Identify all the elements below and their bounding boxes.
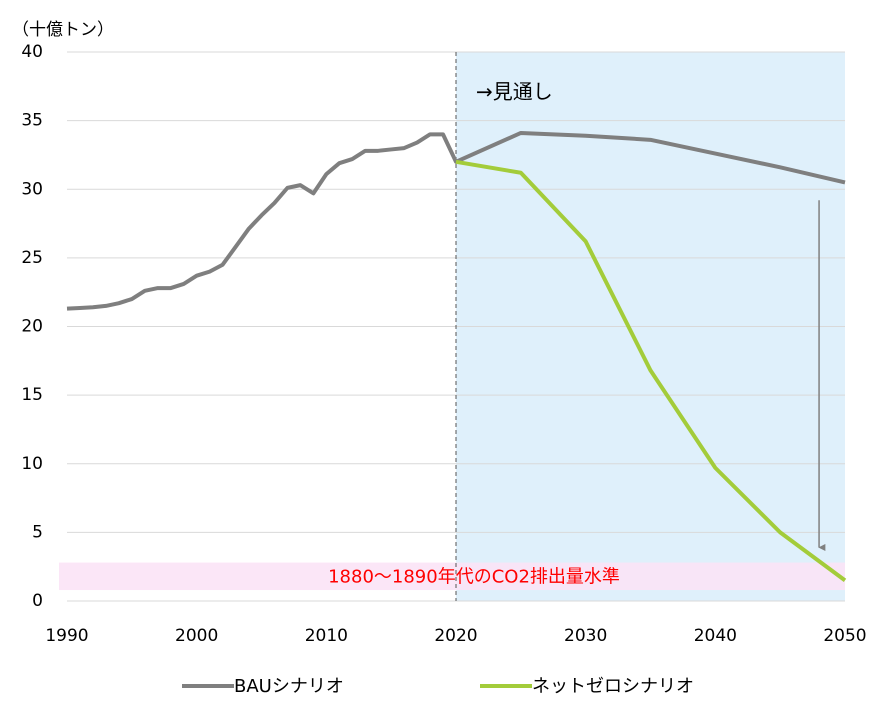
reference-band [59,562,845,591]
y-tick-label: 10 [21,454,43,474]
unit-label: （十億トン） [12,20,114,40]
y-tick-label: 25 [21,248,43,268]
x-tick-label: 1990 [45,626,88,646]
x-tick-label: 2020 [434,626,477,646]
forecast-label: →見通し [476,80,553,104]
legend-label: BAUシナリオ [234,676,344,697]
legend-label: ネットゼロシナリオ [532,676,694,697]
y-tick-label: 35 [21,111,43,131]
y-tick-label: 5 [32,522,43,542]
x-tick-label: 2000 [175,626,218,646]
y-tick-label: 30 [21,179,43,199]
band-label: 1880〜1890年代のCO2排出量水準 [328,566,620,587]
x-tick-label: 2030 [564,626,607,646]
y-tick-label: 15 [21,385,43,405]
series-line [455,159,847,583]
y-tick-label: 40 [21,42,43,62]
x-tick-label: 2050 [823,626,866,646]
x-tick-label: 2040 [694,626,737,646]
x-tick-label: 2010 [305,626,348,646]
y-tick-label: 0 [32,591,43,611]
y-tick-label: 20 [21,317,43,337]
